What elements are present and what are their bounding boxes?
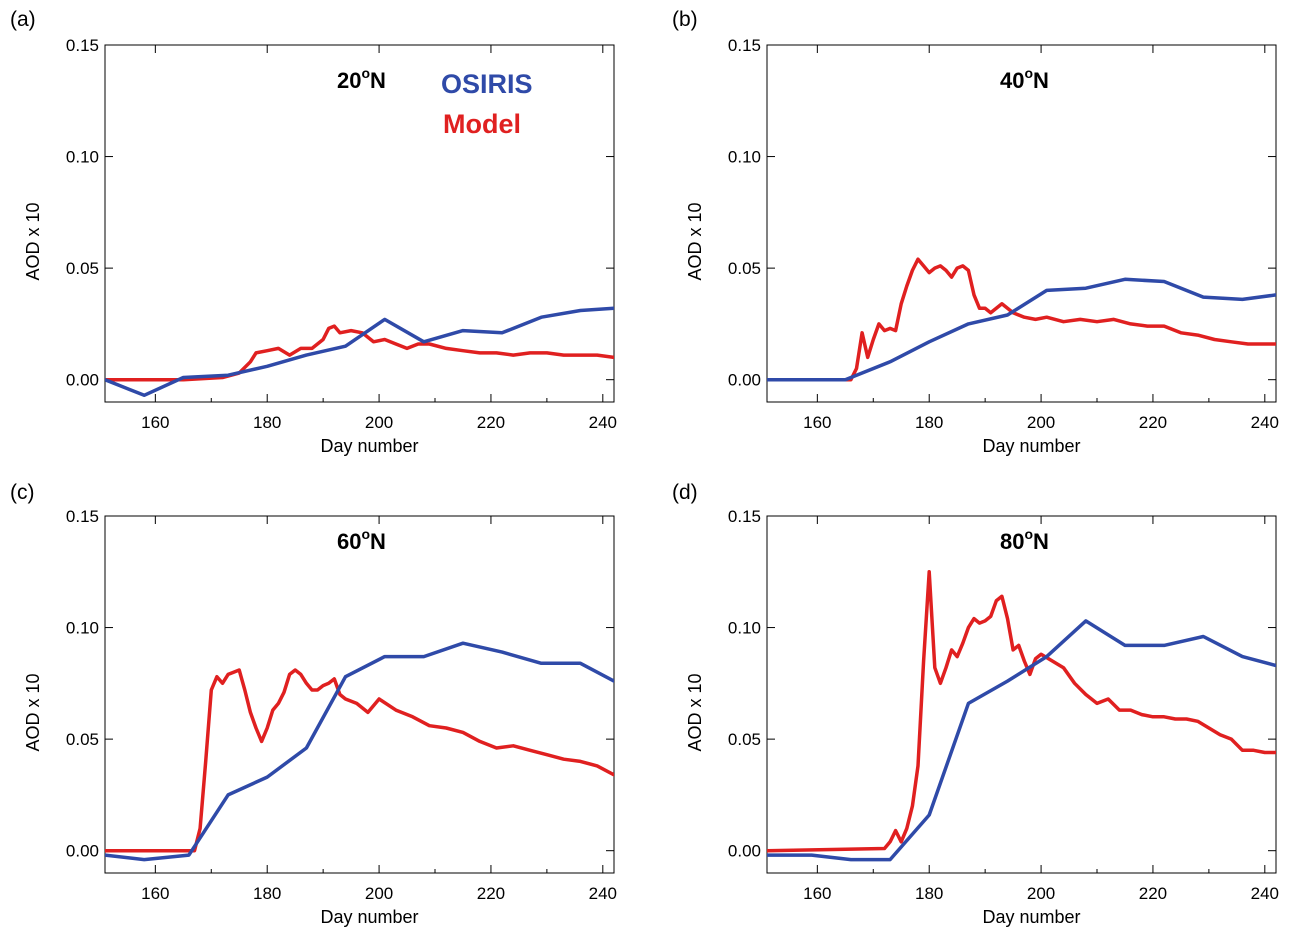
x-tick-label: 220 (1139, 413, 1167, 432)
y-axis-label: AOD x 10 (23, 202, 43, 280)
latitude-label: 20oN (337, 65, 386, 93)
panel-c: (c) 160 180 200 220 240 0.00 0.05 0.10 0.15 Day nu… (10, 481, 617, 927)
plot-frame (104, 515, 615, 874)
x-axis-label: Day number (982, 436, 1080, 456)
osiris-series-line (105, 306, 614, 398)
latitude-suffix: N (1033, 529, 1049, 554)
x-tick-label: 180 (915, 884, 943, 903)
x-tick-label: 200 (365, 884, 393, 903)
latitude-value: 40 (1000, 68, 1024, 93)
x-tick-label: 240 (1251, 413, 1279, 432)
y-tick-label: 0.15 (728, 36, 761, 55)
x-tick-label: 240 (1251, 884, 1279, 903)
y-tick-label: 0.00 (728, 371, 761, 390)
x-axis-label: Day number (982, 907, 1080, 927)
x-tick-label: 160 (803, 884, 831, 903)
y-tick-label: 0.15 (66, 507, 99, 526)
osiris-series-line (767, 277, 1276, 382)
x-tick-label: 160 (803, 413, 831, 432)
x-tick-label: 220 (1139, 884, 1167, 903)
osiris-series-line (767, 619, 1276, 862)
legend-osiris: OSIRIS (441, 69, 533, 99)
y-tick-label: 0.05 (728, 259, 761, 278)
model-series-line (105, 324, 614, 382)
degree-symbol: o (1024, 526, 1033, 542)
y-tick-label: 0.15 (728, 507, 761, 526)
osiris-series-line (105, 641, 614, 862)
degree-symbol: o (361, 65, 370, 81)
latitude-label: 40oN (1000, 65, 1049, 93)
legend-model: Model (443, 109, 521, 139)
y-tick-label: 0.10 (728, 148, 761, 167)
panel-d: (d) 160 180 200 220 240 0.00 0.05 0.10 0.15 Day nu… (672, 481, 1279, 927)
x-tick-label: 180 (253, 413, 281, 432)
model-series-line (767, 257, 1276, 382)
latitude-label: 60oN (337, 526, 386, 554)
latitude-value: 60 (337, 529, 361, 554)
panel-letter: (b) (672, 8, 698, 31)
panel-letter: (c) (10, 481, 35, 504)
y-tick-label: 0.05 (66, 730, 99, 749)
y-tick-label: 0.15 (66, 36, 99, 55)
y-tick-label: 0.05 (728, 730, 761, 749)
x-tick-label: 200 (1027, 884, 1055, 903)
y-tick-label: 0.00 (728, 842, 761, 861)
y-tick-label: 0.10 (66, 619, 99, 638)
latitude-value: 20 (337, 68, 361, 93)
latitude-label: 80oN (1000, 526, 1049, 554)
x-tick-label: 200 (365, 413, 393, 432)
plot-frame (766, 44, 1277, 403)
y-tick-label: 0.10 (66, 148, 99, 167)
degree-symbol: o (1024, 65, 1033, 81)
y-tick-label: 0.10 (728, 619, 761, 638)
x-tick-label: 160 (141, 413, 169, 432)
x-tick-label: 240 (589, 413, 617, 432)
x-tick-label: 200 (1027, 413, 1055, 432)
x-axis-label: Day number (320, 907, 418, 927)
latitude-suffix: N (370, 68, 386, 93)
panel-a: (a) 160 180 200 220 240 0.00 0.05 0.10 0.15 Day nu… (10, 8, 617, 456)
degree-symbol: o (361, 526, 370, 542)
latitude-value: 80 (1000, 529, 1024, 554)
x-tick-label: 160 (141, 884, 169, 903)
y-axis-label: AOD x 10 (685, 673, 705, 751)
y-tick-label: 0.00 (66, 371, 99, 390)
legend: OSIRIS Model (441, 69, 533, 139)
panel-letter: (a) (10, 8, 36, 31)
plot-frame (766, 515, 1277, 874)
latitude-suffix: N (370, 529, 386, 554)
x-tick-label: 180 (253, 884, 281, 903)
latitude-suffix: N (1033, 68, 1049, 93)
y-axis-label: AOD x 10 (685, 202, 705, 280)
plot-frame (104, 44, 615, 403)
x-tick-label: 220 (477, 413, 505, 432)
x-tick-label: 220 (477, 884, 505, 903)
y-tick-label: 0.05 (66, 259, 99, 278)
model-series-line (105, 668, 614, 853)
x-tick-label: 180 (915, 413, 943, 432)
x-axis-label: Day number (320, 436, 418, 456)
y-axis-label: AOD x 10 (23, 673, 43, 751)
model-series-line (767, 570, 1276, 853)
panel-b: (b) 160 180 200 220 240 0.00 0.05 0.10 0.15 Day nu… (672, 8, 1279, 456)
x-tick-label: 240 (589, 884, 617, 903)
panel-letter: (d) (672, 481, 698, 504)
y-tick-label: 0.00 (66, 842, 99, 861)
